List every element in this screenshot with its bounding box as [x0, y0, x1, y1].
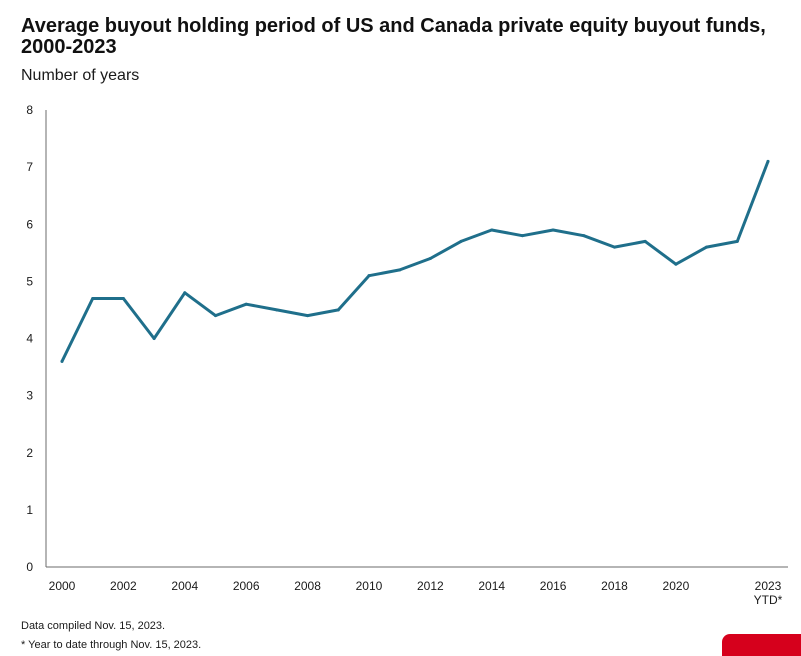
data-point: [121, 297, 125, 301]
x-tick-label: 2010: [356, 579, 383, 593]
data-point: [613, 245, 617, 249]
x-tick-label: 2002: [110, 579, 137, 593]
series-line: [60, 159, 770, 363]
y-tick-label: 8: [26, 103, 33, 117]
data-point: [275, 308, 279, 312]
y-tick-label: 0: [26, 560, 33, 574]
data-point: [152, 337, 156, 340]
x-tick-label: 2006: [233, 579, 260, 593]
data-point: [766, 159, 770, 163]
data-point: [674, 262, 678, 266]
y-tick-label: 7: [26, 160, 33, 174]
footnote-ytd: * Year to date through Nov. 15, 2023.: [21, 639, 202, 651]
x-tick-label: 2014: [478, 579, 505, 593]
data-point: [91, 297, 95, 301]
data-point: [398, 268, 402, 272]
brand-mark: [722, 634, 801, 656]
x-tick-label: 2004: [171, 579, 198, 593]
series-group: [60, 159, 770, 363]
x-tick-sublabel: YTD*: [754, 593, 783, 607]
x-tick-label: 2020: [663, 579, 690, 593]
data-point: [582, 234, 586, 238]
chart-subtitle: Number of years: [21, 67, 140, 84]
y-tick-label: 1: [26, 503, 33, 517]
data-point: [490, 228, 494, 232]
data-point: [336, 308, 340, 312]
x-tick-label: 2008: [294, 579, 321, 593]
x-tick-label: 2018: [601, 579, 628, 593]
y-tick-label: 6: [26, 217, 33, 231]
y-tick-label: 4: [26, 332, 33, 346]
footnote-compiled: Data compiled Nov. 15, 2023.: [21, 620, 166, 632]
x-axis: 2000 2002 2004 2006 2008 2010 2012 2014 2016 2018…: [46, 566, 788, 607]
data-point: [60, 359, 64, 363]
y-axis: 0 1 2 3 4 5 6 7 8: [26, 103, 47, 574]
data-point: [428, 257, 432, 261]
x-tick-label: 2000: [49, 579, 76, 593]
data-point: [705, 245, 709, 249]
data-point: [213, 314, 217, 318]
x-tick-label: 2012: [417, 579, 444, 593]
y-tick-label: 2: [26, 446, 33, 460]
x-tick-label: 2023: [755, 579, 782, 593]
x-tick-label: 2016: [540, 579, 567, 593]
data-point: [643, 239, 647, 243]
data-point: [735, 239, 739, 243]
y-tick-label: 5: [26, 274, 33, 288]
data-point: [459, 239, 463, 243]
data-point: [244, 302, 248, 306]
chart-title: Average buyout holding period of US and …: [21, 15, 766, 58]
data-point: [183, 291, 187, 295]
data-point: [551, 228, 555, 232]
data-point: [520, 234, 524, 238]
data-point: [306, 314, 310, 318]
data-point: [367, 274, 371, 278]
y-tick-label: 3: [26, 389, 33, 403]
